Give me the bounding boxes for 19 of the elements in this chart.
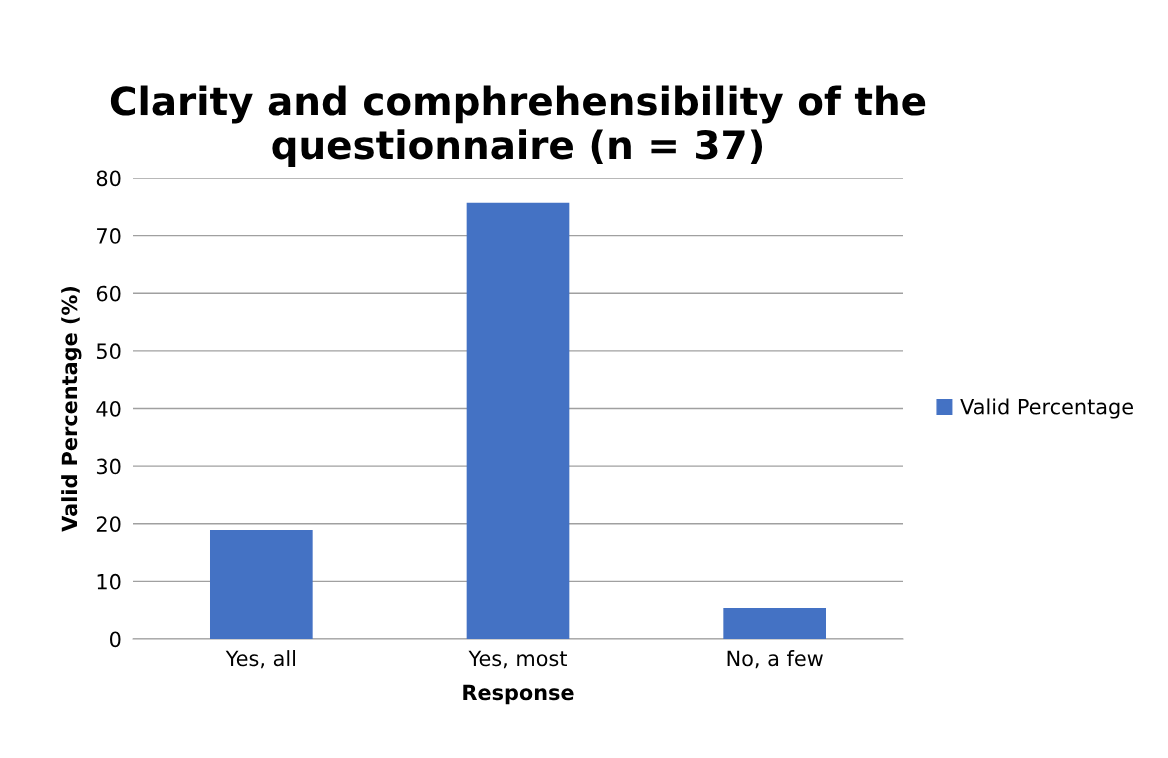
bar (210, 530, 313, 639)
x-axis-title: Response (463, 684, 574, 705)
y-tick-label: 60 (96, 285, 121, 302)
x-tick-label: No, a few (727, 650, 823, 669)
y-axis-title: Valid Percentage (%) (61, 286, 82, 532)
bar (723, 607, 826, 639)
legend-label: Valid Percentage (960, 398, 1133, 419)
y-tick-label: 80 (96, 170, 121, 187)
y-tick-label: 40 (96, 400, 121, 417)
y-tick-label: 70 (97, 228, 121, 244)
x-tick-label: Yes, most (468, 650, 567, 669)
y-tick-label: 20 (96, 516, 121, 532)
y-tick-label: 30 (96, 458, 121, 475)
chart-title: Clarity and comphrehensibility of the questionnaire (n = 37) (110, 85, 926, 167)
bar (466, 202, 570, 639)
y-tick-label: 10 (97, 573, 121, 590)
y-tick-label: 0 (110, 631, 121, 648)
y-tick-label: 50 (96, 343, 121, 360)
x-tick-label: Yes, all (225, 650, 295, 669)
